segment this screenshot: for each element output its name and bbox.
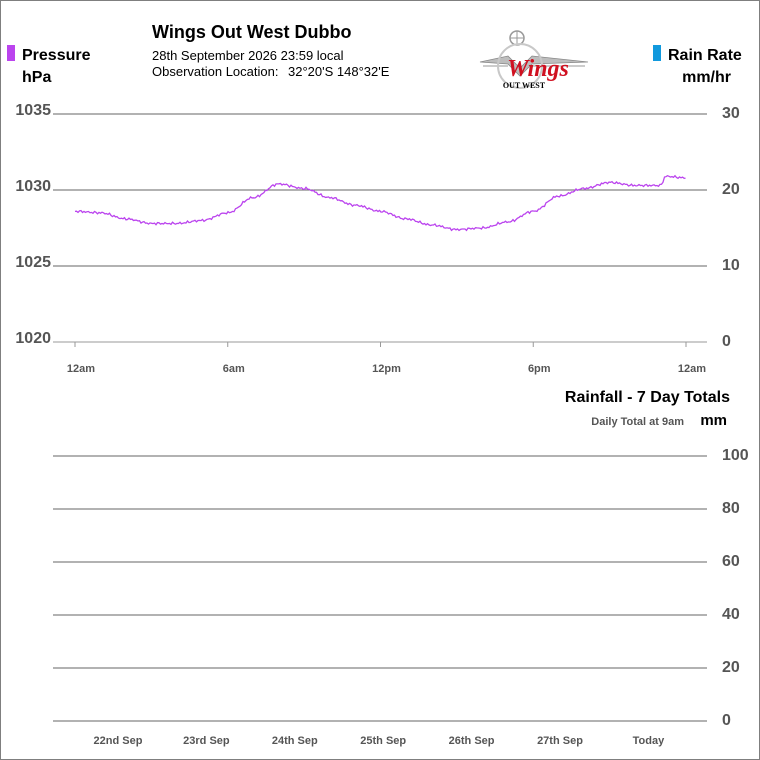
rainfall-title: Rainfall - 7 Day Totals <box>565 389 730 406</box>
rainfall-tick-label: 0 <box>722 712 731 729</box>
logo-subtext: OUT WEST <box>503 81 546 90</box>
rainfall-axis-ticks: 100 80 60 40 20 0 <box>722 447 749 729</box>
rainfall-tick-label: 100 <box>722 447 749 464</box>
day-tick-label: 23rd Sep <box>183 735 230 747</box>
rain-rate-tick-label: 30 <box>722 105 740 122</box>
day-tick-label: 25th Sep <box>360 735 406 747</box>
rain-rate-unit: mm/hr <box>682 69 731 86</box>
time-axis-ticks: 12am 6am 12pm 6pm 12am <box>67 342 706 375</box>
pressure-tick-label: 1020 <box>15 330 51 347</box>
pressure-tick-label: 1030 <box>15 178 51 195</box>
location-label: Observation Location: <box>152 64 278 79</box>
rainfall-chart-grid <box>53 455 707 722</box>
rain-rate-tick-label: 0 <box>722 333 731 350</box>
time-tick-label: 12am <box>67 363 95 375</box>
pressure-chart-series <box>74 174 686 232</box>
pressure-legend-label: Pressure <box>22 47 91 64</box>
wings-logo: Wings OUT WEST <box>479 30 589 90</box>
day-tick-label: 27th Sep <box>537 735 583 747</box>
pressure-legend-swatch <box>7 45 15 61</box>
pressure-chart-grid <box>53 113 707 343</box>
time-tick-label: 6am <box>223 363 245 375</box>
time-tick-label: 6pm <box>528 363 551 375</box>
wings-emblem-icon <box>479 55 589 77</box>
rainfall-unit: mm <box>700 412 727 429</box>
rain-rate-legend-swatch <box>653 45 661 61</box>
rainfall-subtitle: Daily Total at 9am <box>591 416 684 428</box>
pressure-axis-ticks: 1035 1030 1025 1020 <box>15 102 51 347</box>
location-value: 32°20'S 148°32'E <box>288 64 390 79</box>
day-tick-label: 22nd Sep <box>94 735 143 747</box>
rainfall-tick-label: 60 <box>722 553 740 570</box>
time-tick-label: 12am <box>678 363 706 375</box>
rain-rate-tick-label: 10 <box>722 257 740 274</box>
pressure-tick-label: 1025 <box>15 254 51 271</box>
logo-text: Wings <box>507 56 569 82</box>
time-tick-label: 12pm <box>372 363 401 375</box>
pressure-unit: hPa <box>22 69 51 86</box>
day-tick-label: 24th Sep <box>272 735 318 747</box>
pressure-line <box>74 174 686 232</box>
rainfall-tick-label: 80 <box>722 500 740 517</box>
station-title: Wings Out West Dubbo <box>152 22 352 42</box>
rain-rate-axis-ticks: 30 20 10 0 <box>722 105 740 350</box>
day-tick-label: 26th Sep <box>449 735 495 747</box>
day-axis-ticks: 22nd Sep 23rd Sep 24th Sep 25th Sep 26th Sep… <box>94 735 666 747</box>
date-line: 28th September 2026 23:59 local <box>152 48 344 63</box>
pressure-tick-label: 1035 <box>15 102 51 119</box>
day-tick-label: Today <box>633 735 665 747</box>
rainfall-tick-label: 20 <box>722 659 740 676</box>
rain-rate-tick-label: 20 <box>722 181 740 198</box>
rainfall-tick-label: 40 <box>722 606 740 623</box>
rain-rate-legend-label: Rain Rate <box>668 47 742 64</box>
